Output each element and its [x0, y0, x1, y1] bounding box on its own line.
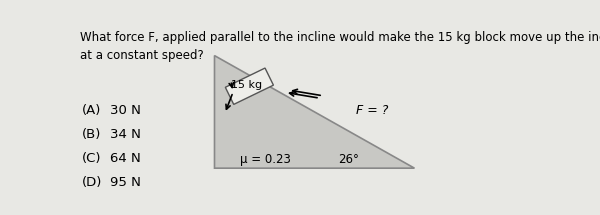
Text: (B): (B) [82, 128, 101, 141]
Text: 64 N: 64 N [110, 152, 140, 165]
Text: 34 N: 34 N [110, 128, 141, 141]
Text: 15 kg: 15 kg [232, 80, 263, 90]
Text: What force F, applied parallel to the incline would make the 15 kg block move up: What force F, applied parallel to the in… [80, 31, 600, 44]
Text: at a constant speed?: at a constant speed? [80, 49, 203, 62]
Text: 95 N: 95 N [110, 176, 141, 189]
Text: 30 N: 30 N [110, 104, 141, 117]
Polygon shape [215, 56, 415, 168]
Text: μ = 0.23: μ = 0.23 [240, 153, 291, 166]
Text: F = ?: F = ? [356, 104, 389, 117]
Text: (C): (C) [82, 152, 101, 165]
Text: 26°: 26° [338, 153, 359, 166]
Text: (A): (A) [82, 104, 101, 117]
Polygon shape [226, 68, 274, 104]
Text: (D): (D) [82, 176, 103, 189]
